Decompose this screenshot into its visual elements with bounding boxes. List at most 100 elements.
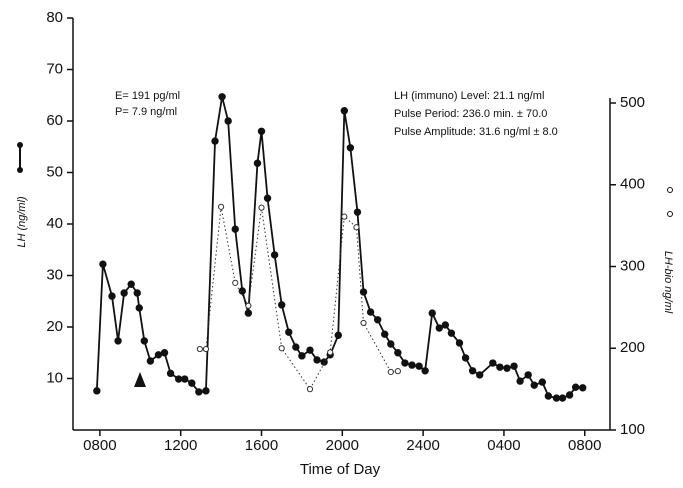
data-point [257, 127, 266, 136]
data-point [196, 345, 203, 353]
data-point [306, 346, 314, 354]
annotation: Pulse Period: 236.0 min. ± 70.0 [394, 108, 547, 120]
data-point [421, 367, 429, 375]
y-tick-label: 60 [46, 112, 63, 129]
data-point [359, 288, 368, 296]
data-point [181, 375, 189, 383]
data-point [503, 364, 511, 372]
data-point [353, 208, 362, 216]
y-tick-label: 30 [46, 266, 63, 283]
annotation: Pulse Amplitude: 31.6 ng/ml ± 8.0 [394, 126, 558, 138]
data-point [188, 379, 196, 387]
data-point [120, 289, 128, 297]
legend-symbol [17, 142, 673, 217]
y2-tick-label: 100 [620, 421, 645, 438]
data-point [224, 117, 232, 125]
data-point [341, 213, 348, 220]
data-point [93, 387, 101, 395]
y2-tick-label: 400 [620, 176, 645, 193]
data-point [387, 368, 394, 376]
data-point [202, 387, 210, 395]
data-point [108, 292, 116, 300]
data-point [558, 394, 567, 402]
annotation: LH (immuno) Level: 21.1 ng/ml [394, 90, 544, 102]
y-tick-label: 50 [46, 163, 63, 180]
data-point [387, 340, 395, 348]
y-tick-label: 80 [46, 9, 63, 26]
data-point [99, 260, 107, 268]
x-tick-label: 1600 [245, 437, 278, 454]
data-point [313, 356, 321, 364]
data-point [510, 362, 518, 370]
data-point [394, 349, 402, 357]
x-axis-title: Time of Day [300, 461, 381, 478]
data-point [245, 302, 252, 309]
data-point [174, 375, 183, 383]
data-point [475, 371, 484, 379]
annotation: P= 7.9 ng/ml [115, 106, 177, 118]
data-point [366, 308, 375, 316]
data-point [277, 301, 286, 309]
data-point [435, 324, 443, 332]
data-point [298, 352, 306, 360]
data-point [217, 203, 225, 210]
data-point [146, 357, 155, 365]
data-point [278, 345, 285, 352]
x-tick-label: 0400 [487, 437, 520, 454]
data-point [232, 279, 239, 286]
data-point [530, 381, 538, 389]
y2-tick-label: 300 [620, 257, 645, 274]
y-tick-label: 40 [46, 215, 63, 232]
x-tick-label: 0800 [83, 437, 116, 454]
data-point [127, 280, 135, 288]
y-tick-label: 10 [46, 369, 63, 386]
data-point [455, 339, 464, 347]
data-point [285, 328, 293, 336]
data-point [360, 319, 367, 327]
data-point [381, 330, 389, 338]
data-point [263, 194, 272, 202]
data-point [394, 368, 401, 375]
data-point [258, 204, 265, 211]
data-point [218, 93, 226, 101]
x-tick-label: 2000 [326, 437, 359, 454]
data-point [195, 388, 203, 396]
data-point [238, 287, 247, 295]
data-point [571, 383, 580, 391]
y-tick-label: 20 [46, 318, 63, 335]
data-point [524, 371, 532, 379]
data-point [244, 309, 253, 317]
data-point [327, 349, 334, 356]
data-point [565, 391, 574, 399]
data-point [231, 225, 239, 233]
data-point [552, 394, 561, 402]
data-point [306, 386, 314, 393]
data-point [135, 304, 143, 312]
injection-marker [134, 372, 146, 387]
y2-axis-title: LH-bio ng/ml [662, 251, 674, 314]
data-point [468, 367, 477, 375]
data-point [496, 363, 504, 371]
data-point [114, 337, 122, 345]
data-point [292, 343, 300, 351]
data-point [544, 392, 553, 400]
data-point [334, 331, 342, 339]
data-point [408, 361, 416, 369]
data-point [428, 309, 436, 317]
data-point [202, 345, 210, 353]
data-point [353, 224, 360, 231]
data-point [211, 137, 219, 145]
data-point [538, 378, 547, 386]
data-point [270, 251, 279, 259]
x-tick-label: 0800 [568, 437, 601, 454]
data-point [340, 107, 349, 115]
data-point [579, 384, 587, 392]
annotation: E= 191 pg/ml [115, 90, 180, 102]
data-point [447, 329, 456, 337]
x-tick-label: 2400 [406, 437, 439, 454]
y2-tick-label: 200 [620, 339, 645, 356]
data-point [415, 362, 423, 370]
data-point [516, 377, 524, 385]
data-point [346, 144, 355, 152]
